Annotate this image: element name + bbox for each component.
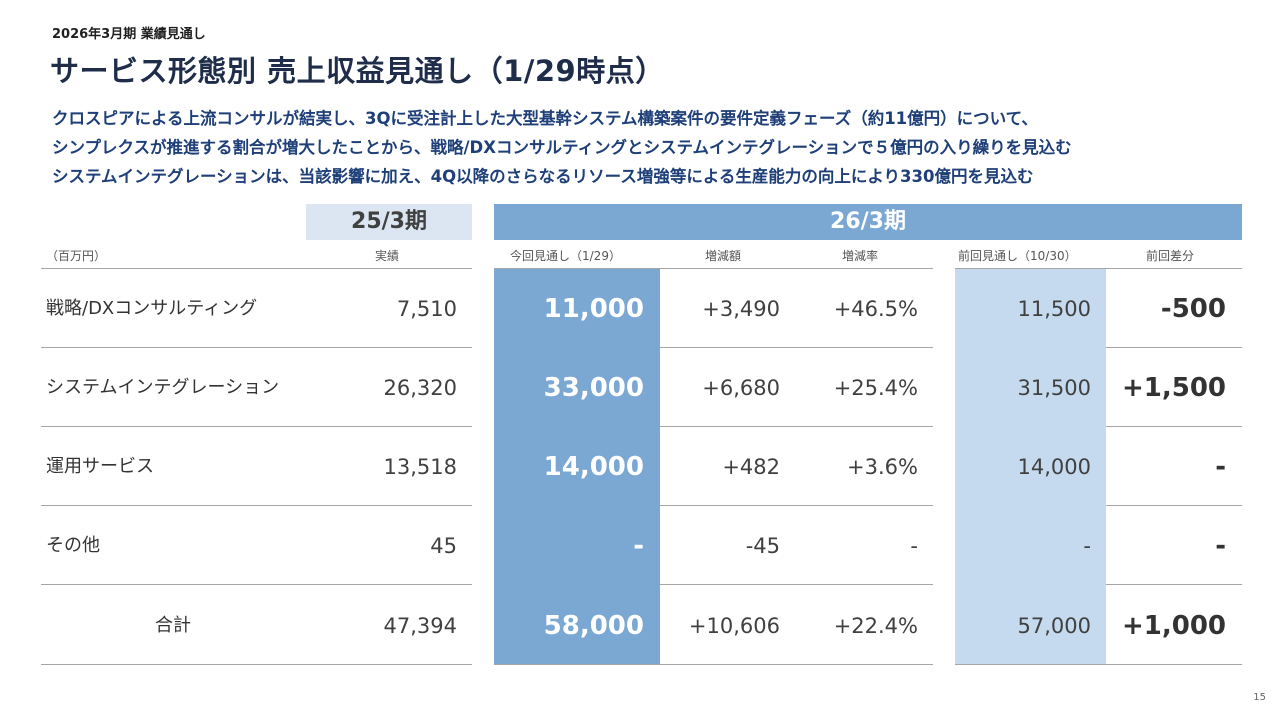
slide-subtitle: 2026年3月期 業績見通し xyxy=(52,27,206,42)
current-forecast-value: 33,000 xyxy=(543,373,644,403)
prev-forecast-value: - xyxy=(1083,534,1091,558)
prev-forecast-value: 11,500 xyxy=(1017,297,1091,321)
col-header-prev-forecast: 前回見通し（10/30） xyxy=(958,249,1077,263)
row-label: 戦略/DXコンサルティング xyxy=(46,298,258,319)
diff-value: -500 xyxy=(1160,294,1226,324)
increase-value: +6,680 xyxy=(702,376,780,400)
table-row-total: 合計 47,394 58,000 +10,606 +22.4% 57,000 +… xyxy=(0,587,1280,665)
page-number: 15 xyxy=(1253,692,1266,703)
rate-value: - xyxy=(910,534,918,558)
diff-value: - xyxy=(1215,452,1226,482)
divider xyxy=(660,426,933,427)
table-row: 戦略/DXコンサルティング 7,510 11,000 +3,490 +46.5%… xyxy=(0,270,1280,348)
current-forecast-value: 58,000 xyxy=(543,611,644,641)
divider xyxy=(41,505,472,506)
prev-forecast-value: 14,000 xyxy=(1017,455,1091,479)
rate-value: +25.4% xyxy=(833,376,918,400)
divider xyxy=(41,426,472,427)
divider xyxy=(660,347,933,348)
actual-value: 7,510 xyxy=(396,297,457,321)
slide-title: サービス形態別 売上収益見通し（1/29時点） xyxy=(50,54,665,88)
table-row: 運用サービス 13,518 14,000 +482 +3.6% 14,000 - xyxy=(0,428,1280,506)
diff-value: +1,000 xyxy=(1121,611,1226,641)
divider xyxy=(955,664,1242,665)
divider xyxy=(494,268,933,269)
table-row: その他 45 - -45 - - - xyxy=(0,507,1280,585)
divider xyxy=(660,584,933,585)
row-label: 合計 xyxy=(155,615,191,636)
divider xyxy=(41,268,472,269)
divider xyxy=(1106,584,1242,585)
divider xyxy=(955,268,1242,269)
description-line: システムインテグレーションは、当該影響に加え、4Q以降のさらなるリソース増強等に… xyxy=(52,167,1034,186)
diff-value: +1,500 xyxy=(1121,373,1226,403)
rate-value: +3.6% xyxy=(847,455,918,479)
divider xyxy=(1106,426,1242,427)
current-forecast-value: 11,000 xyxy=(543,294,644,324)
period-header-26-3: 26/3期 xyxy=(494,204,1242,240)
row-label: その他 xyxy=(46,535,100,556)
col-header-current-forecast: 今回見通し（1/29） xyxy=(510,249,621,263)
description-line: シンプレクスが推進する割合が増大したことから、戦略/DXコンサルティングとシステ… xyxy=(52,138,1072,157)
current-forecast-value: - xyxy=(633,531,644,561)
table-row: システムインテグレーション 26,320 33,000 +6,680 +25.4… xyxy=(0,349,1280,427)
actual-value: 13,518 xyxy=(383,455,457,479)
col-header-increase: 増減額 xyxy=(705,249,742,263)
description-line: クロスピアによる上流コンサルが結実し、3Qに受注計上した大型基幹システム構築案件… xyxy=(52,109,1038,128)
row-label: システムインテグレーション xyxy=(46,377,280,398)
rate-value: +22.4% xyxy=(833,614,918,638)
prev-forecast-value: 31,500 xyxy=(1017,376,1091,400)
col-header-rate: 増減率 xyxy=(842,249,879,263)
increase-value: +482 xyxy=(722,455,780,479)
divider xyxy=(41,584,472,585)
increase-value: -45 xyxy=(745,534,780,558)
description-block: クロスピアによる上流コンサルが結実し、3Qに受注計上した大型基幹システム構築案件… xyxy=(52,104,1252,191)
col-header-diff: 前回差分 xyxy=(1146,249,1195,263)
rate-value: +46.5% xyxy=(833,297,918,321)
divider xyxy=(41,347,472,348)
divider xyxy=(1106,505,1242,506)
divider xyxy=(1106,347,1242,348)
period-header-25-3: 25/3期 xyxy=(306,204,472,240)
col-header-actual: 実績 xyxy=(375,249,400,263)
actual-value: 45 xyxy=(430,534,457,558)
divider xyxy=(494,664,933,665)
prev-forecast-column-bg xyxy=(955,269,1106,665)
unit-label: （百万円） xyxy=(46,249,107,263)
divider xyxy=(41,664,472,665)
divider xyxy=(660,505,933,506)
actual-value: 26,320 xyxy=(383,376,457,400)
actual-value: 47,394 xyxy=(383,614,457,638)
current-forecast-column-bg xyxy=(494,269,660,665)
row-label: 運用サービス xyxy=(46,456,154,477)
increase-value: +3,490 xyxy=(702,297,780,321)
increase-value: +10,606 xyxy=(688,614,780,638)
prev-forecast-value: 57,000 xyxy=(1017,614,1091,638)
current-forecast-value: 14,000 xyxy=(543,452,644,482)
diff-value: - xyxy=(1215,531,1226,561)
